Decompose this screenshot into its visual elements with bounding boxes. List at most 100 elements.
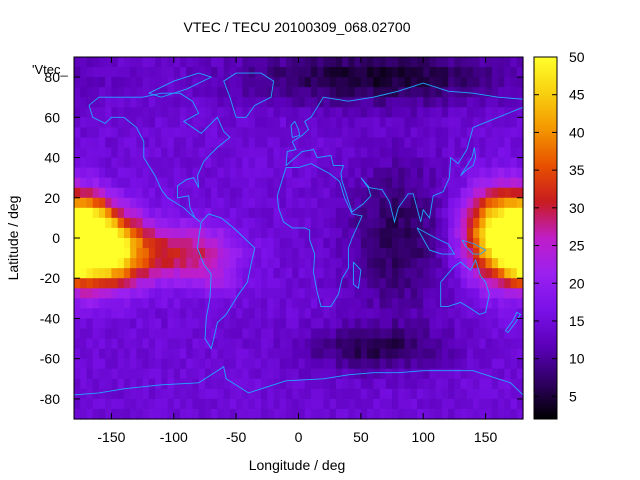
heatmap-cell — [198, 117, 206, 128]
heatmap-cell — [117, 328, 125, 340]
heatmap-cell — [441, 338, 449, 350]
heatmap-cell — [410, 318, 418, 330]
heatmap-cell — [298, 147, 306, 159]
heatmap-cell — [360, 288, 368, 299]
heatmap-cell — [204, 378, 212, 390]
heatmap-cell — [111, 358, 119, 370]
heatmap-cell — [211, 57, 219, 68]
coastline-madagascar — [352, 261, 362, 290]
heatmap-cell — [323, 137, 331, 149]
heatmap-cell — [329, 77, 337, 88]
heatmap-cell — [310, 268, 318, 279]
heatmap-cell — [279, 107, 287, 118]
heatmap-cell — [217, 127, 225, 139]
heatmap-cell — [98, 348, 106, 360]
heatmap-cell — [180, 398, 187, 410]
heatmap-cell — [173, 177, 181, 189]
heatmap-cell — [404, 298, 412, 309]
heatmap-cell — [223, 398, 231, 410]
heatmap-cell — [117, 147, 125, 159]
heatmap-cell — [435, 288, 443, 299]
heatmap-cell — [211, 348, 219, 360]
heatmap-cell — [317, 238, 325, 249]
coastline-arctic-islands — [148, 72, 213, 98]
heatmap-cell — [448, 378, 456, 390]
heatmap-cell — [379, 388, 387, 400]
heatmap-cell — [254, 238, 262, 249]
heatmap-cell — [498, 67, 505, 78]
heatmap-cell — [304, 318, 312, 330]
heatmap-cell — [429, 378, 437, 390]
heatmap-cell — [279, 328, 287, 340]
heatmap-cell — [123, 348, 131, 360]
heatmap-cell — [466, 388, 474, 400]
heatmap-cell — [454, 177, 462, 189]
heatmap-cell — [466, 57, 474, 68]
key-label: 'Vtec_ — [32, 62, 68, 77]
heatmap-cell — [279, 187, 287, 199]
heatmap-cell — [367, 318, 374, 330]
heatmap-cell — [198, 157, 206, 169]
heatmap-cell — [223, 378, 231, 390]
heatmap-cell — [86, 298, 94, 309]
heatmap-cell — [385, 288, 393, 299]
heatmap-cell — [379, 227, 387, 239]
heatmap-cell — [105, 338, 113, 350]
heatmap-cell — [498, 207, 505, 219]
heatmap-cell — [198, 137, 206, 149]
heatmap-cell — [223, 107, 231, 118]
heatmap-cell — [385, 167, 393, 179]
heatmap-cell — [292, 177, 300, 189]
heatmap-cell — [416, 107, 424, 118]
heatmap-cell — [348, 67, 356, 78]
heatmap-cell — [398, 268, 406, 279]
heatmap-cell — [254, 217, 262, 229]
heatmap-cell — [136, 358, 144, 370]
heatmap-cell — [236, 207, 243, 219]
heatmap-cell — [335, 318, 343, 330]
heatmap-cell — [342, 97, 349, 108]
heatmap-cell — [516, 87, 524, 98]
heatmap-cell — [404, 398, 412, 410]
heatmap-cell — [485, 358, 493, 370]
heatmap-cell — [473, 238, 480, 249]
heatmap-cell — [211, 358, 219, 370]
y-tick-label: 0 — [52, 230, 60, 246]
heatmap-cell — [460, 57, 468, 68]
heatmap-cell — [148, 338, 156, 350]
heatmap-cell — [286, 227, 293, 239]
heatmap-cell — [223, 97, 231, 108]
heatmap-cell — [448, 127, 456, 139]
heatmap-cell — [498, 338, 505, 350]
heatmap-cell — [510, 77, 518, 88]
heatmap-cell — [435, 127, 443, 139]
heatmap-cell — [80, 147, 88, 159]
heatmap-cell — [279, 268, 287, 279]
heatmap-cell — [348, 117, 356, 128]
heatmap-cell — [485, 177, 493, 189]
coastline-japan — [460, 147, 477, 177]
heatmap-cell — [279, 157, 287, 169]
heatmap-cell — [479, 358, 487, 370]
heatmap-cell — [510, 107, 518, 118]
heatmap-cell — [473, 97, 480, 108]
heatmap-cell — [229, 107, 237, 118]
heatmap-cell — [229, 177, 237, 189]
heatmap-cell — [310, 77, 318, 88]
heatmap-cell — [229, 127, 237, 139]
heatmap-cell — [80, 67, 88, 78]
chart-title: VTEC / TECU 20100309_068.02700 — [183, 19, 410, 35]
heatmap-cell — [192, 338, 200, 350]
heatmap-cell — [142, 288, 150, 299]
heatmap-cell — [211, 278, 219, 289]
heatmap-cell — [155, 97, 162, 108]
heatmap-cell — [410, 227, 418, 239]
heatmap-cell — [117, 278, 125, 289]
heatmap-cell — [248, 338, 256, 350]
heatmap-cell — [136, 338, 144, 350]
heatmap-cell — [217, 408, 225, 420]
heatmap-cell — [404, 338, 412, 350]
heatmap-cell — [304, 67, 312, 78]
heatmap-cell — [98, 167, 106, 179]
